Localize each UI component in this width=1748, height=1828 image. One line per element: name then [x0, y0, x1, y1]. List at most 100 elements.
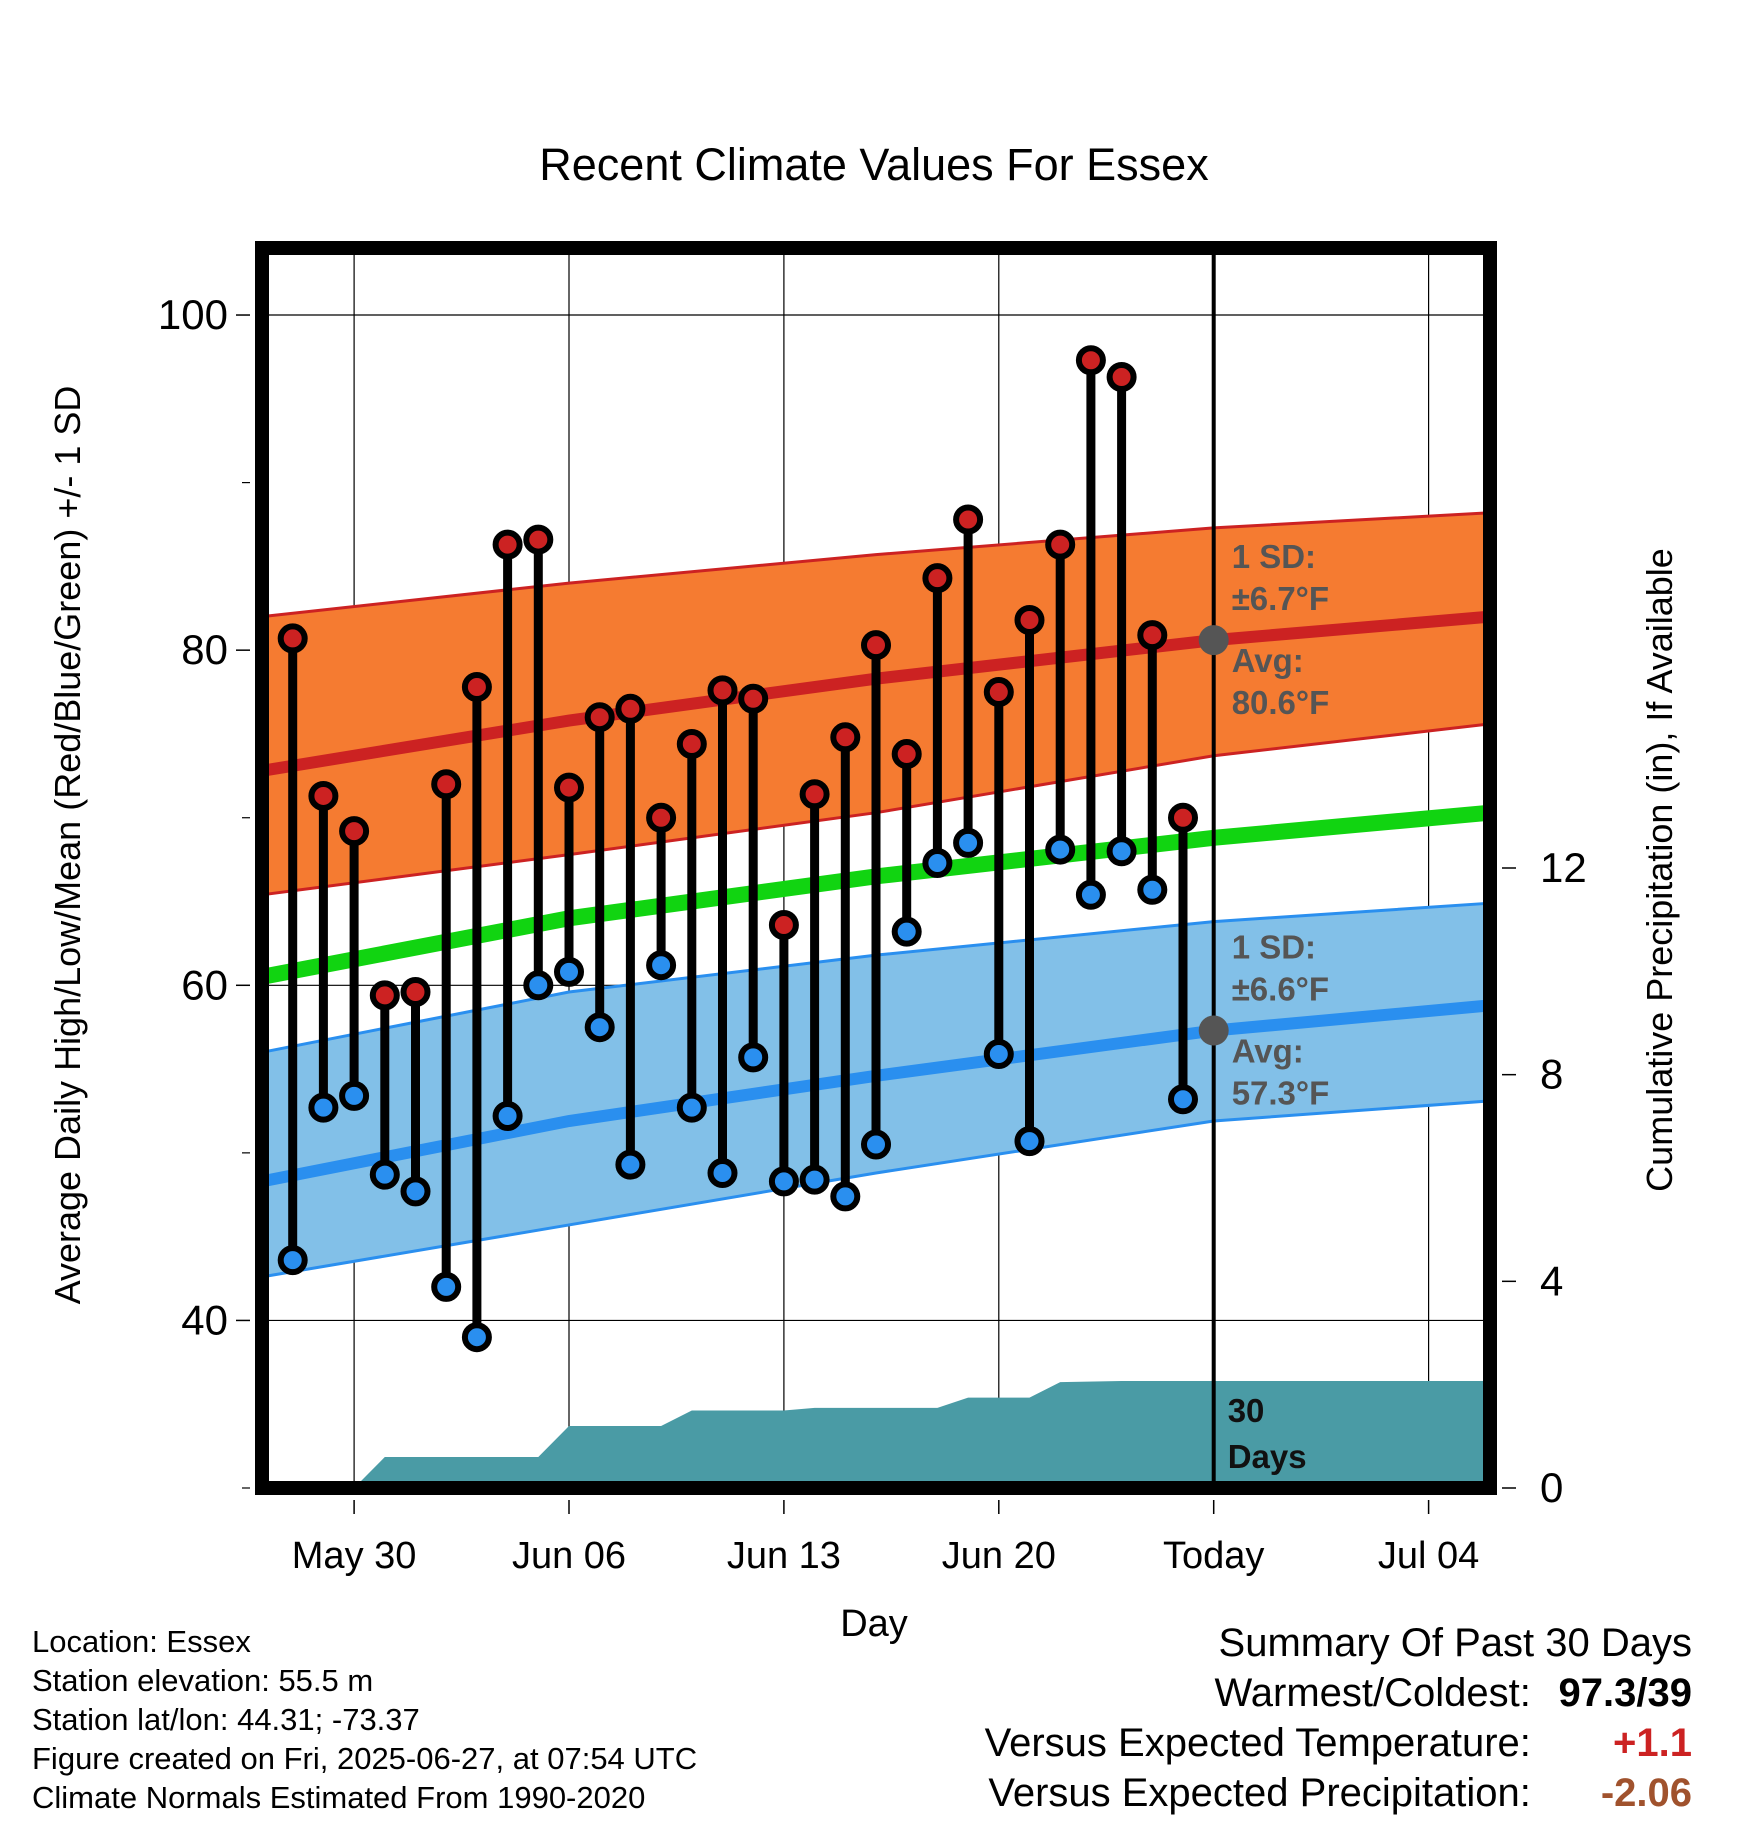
high-point	[431, 769, 462, 800]
low-point	[1014, 1126, 1045, 1157]
y2-tick-label: 4	[1540, 1257, 1563, 1304]
plot-area: May 30 Jun 06 Jun 13 Jun 20 Today Jul 0440608…	[158, 241, 1587, 1577]
temp-label: Versus Expected Temperature:	[984, 1721, 1531, 1765]
elevation-text: Station elevation: 55.5 m	[32, 1663, 374, 1698]
high-sd-value: ±6.7°F	[1232, 580, 1329, 617]
low-point	[768, 1166, 799, 1197]
low-point	[523, 970, 554, 1001]
high-point	[339, 816, 370, 847]
low-point	[461, 1322, 492, 1353]
high-point	[1106, 362, 1137, 393]
location-text: Location: Essex	[32, 1624, 251, 1659]
low-point	[492, 1101, 523, 1131]
low-point	[676, 1092, 707, 1123]
high-point	[676, 729, 707, 759]
chart-title: Recent Climate Values For Essex	[539, 139, 1209, 190]
today-high-normal-marker	[1198, 625, 1229, 656]
today-low-normal-marker	[1198, 1015, 1229, 1046]
summary-precip: Versus Expected Precipitation: -2.06	[985, 1768, 1692, 1818]
y-tick-label: 100	[158, 291, 228, 338]
x-tick-label: Jun 13	[727, 1535, 841, 1577]
high-point	[461, 672, 492, 703]
high-avg-label: Avg:	[1232, 642, 1304, 679]
high-point	[1075, 345, 1106, 376]
low-point	[554, 956, 584, 987]
low-point	[1045, 834, 1076, 865]
low-sd-label: 1 SD:	[1232, 929, 1316, 966]
high-point	[891, 739, 922, 770]
high-sd-label: 1 SD:	[1232, 538, 1316, 575]
low-point	[339, 1080, 370, 1111]
low-point	[615, 1149, 646, 1180]
low-point	[861, 1129, 891, 1160]
high-point	[953, 504, 984, 535]
low-point	[1106, 836, 1137, 867]
high-point	[707, 675, 738, 706]
x-tick-label: Jun 20	[942, 1535, 1056, 1577]
y2-tick-label: 8	[1540, 1051, 1563, 1098]
warm-cold-value: 97.3/39	[1558, 1671, 1692, 1715]
low-point	[830, 1181, 861, 1212]
low-avg-label: Avg:	[1232, 1033, 1304, 1070]
y2-axis-label: Cumulative Precipitation (in), If Availa…	[1639, 548, 1680, 1192]
high-point	[1014, 605, 1045, 635]
high-point	[799, 779, 830, 810]
y-tick-label: 60	[181, 961, 228, 1008]
warm-cold-label: Warmest/Coldest:	[1214, 1671, 1531, 1715]
summary-title: Summary Of Past 30 Days	[1218, 1621, 1692, 1665]
y-axis-label: Average Daily High/Low/Mean (Red/Blue/Gr…	[47, 386, 88, 1305]
high-point	[277, 623, 308, 654]
plot-frame	[255, 241, 1497, 1495]
low-point	[431, 1271, 462, 1302]
high-point	[830, 722, 861, 753]
low-point	[922, 847, 953, 878]
high-point	[1168, 802, 1198, 833]
low-point	[277, 1245, 308, 1276]
high-point	[1045, 529, 1076, 560]
low-avg-value: 57.3°F	[1232, 1075, 1330, 1112]
high-point	[584, 702, 615, 733]
window-label-number: 30	[1228, 1392, 1265, 1429]
x-tick-label: Jul 04	[1378, 1535, 1479, 1577]
high-point	[523, 524, 554, 555]
high-point	[369, 980, 400, 1011]
high-point	[646, 802, 677, 833]
low-point	[1137, 874, 1168, 905]
high-point	[554, 772, 584, 803]
window-label-days: Days	[1228, 1438, 1307, 1475]
summary-temp: Versus Expected Temperature: +1.1	[985, 1718, 1692, 1768]
station-info: Location: Essex Station elevation: 55.5 …	[32, 1622, 697, 1817]
high-point	[861, 630, 891, 661]
high-point	[738, 683, 769, 714]
y-tick-label: 40	[181, 1296, 228, 1343]
low-sd-value: ±6.6°F	[1232, 971, 1329, 1008]
low-point	[584, 1012, 615, 1043]
low-point	[1075, 879, 1106, 910]
high-point	[615, 693, 646, 724]
y-tick-label: 80	[181, 626, 228, 673]
high-point	[400, 977, 431, 1007]
low-point	[646, 950, 677, 981]
summary-warm-cold: Warmest/Coldest: 97.3/39	[985, 1668, 1693, 1718]
low-point	[891, 916, 922, 947]
high-point	[492, 529, 523, 560]
precip-label: Versus Expected Precipitation:	[988, 1771, 1531, 1815]
low-point	[400, 1176, 431, 1207]
low-normal-band-lower	[261, 1099, 1491, 1279]
low-point	[799, 1164, 830, 1195]
high-point	[768, 909, 799, 940]
high-point	[983, 677, 1014, 708]
x-axis-label: Day	[840, 1603, 908, 1645]
summary-panel: Summary Of Past 30 Days Warmest/Coldest:…	[985, 1618, 1692, 1818]
low-point	[369, 1159, 400, 1190]
x-tick-label: Jun 06	[512, 1535, 626, 1577]
low-point	[953, 827, 984, 858]
low-point	[1168, 1084, 1198, 1115]
normals-text: Climate Normals Estimated From 1990-2020	[32, 1780, 646, 1815]
low-point	[738, 1042, 769, 1073]
x-tick-label: May 30	[292, 1535, 417, 1577]
high-point	[1137, 620, 1168, 651]
y2-tick-label: 0	[1540, 1464, 1563, 1511]
low-point	[707, 1157, 738, 1188]
